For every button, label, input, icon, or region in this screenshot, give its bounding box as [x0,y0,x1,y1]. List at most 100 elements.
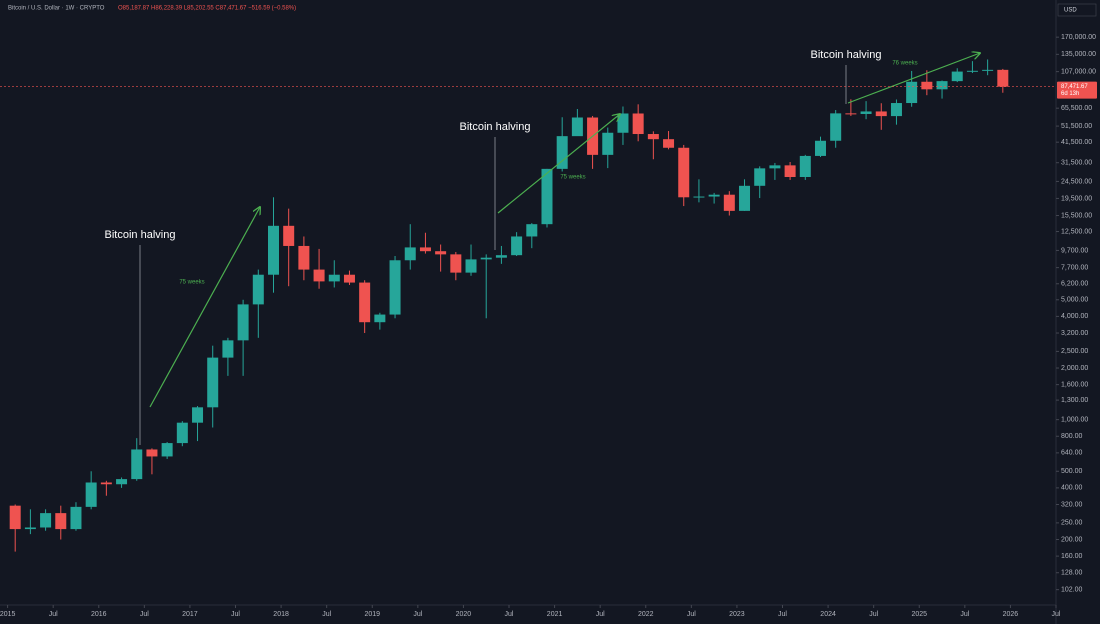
y-tick-label: 170,000.00 [1061,34,1096,41]
currency-box[interactable] [1057,3,1097,17]
candle-body [845,113,857,115]
candle-body [313,269,325,282]
candle-body [921,81,933,90]
candle-body [419,247,431,252]
candle-body [799,155,811,178]
candle-body [511,236,523,256]
x-tick-label: Jul [505,611,514,618]
candle-body [55,513,67,530]
y-tick-label: 51,500.00 [1061,123,1092,130]
y-tick-label: 400.00 [1061,485,1083,492]
candle-body [951,71,963,82]
annotation: 75 weeks [179,280,204,286]
y-tick-label: 128.00 [1061,570,1083,577]
y-tick-label: 107,000.00 [1061,68,1096,75]
candle-body [146,449,158,457]
candle-body [754,168,766,186]
candle-body [343,274,355,283]
candle-body [571,117,583,137]
candle-body [556,136,568,169]
candle-body [708,194,720,197]
candle-body [814,140,826,156]
candle-body [85,482,97,507]
candle-body [283,225,295,246]
candle-body [252,274,264,305]
candle-body [890,103,902,117]
y-tick-label: 135,000.00 [1061,51,1096,58]
y-tick-label: 1,300.00 [1061,397,1088,404]
x-tick-label: Jul [140,611,149,618]
candle-body [647,134,659,140]
x-tick-label: Jul [413,611,422,618]
candle-body [40,513,52,528]
y-tick-label: 4,000.00 [1061,313,1088,320]
candle-body [693,196,705,198]
candle-body [966,70,978,72]
annotation: Bitcoin halving [460,121,531,133]
candle-body [374,314,386,323]
ohlc: O85,187.87 H86,228.39 L85,202.55 C87,471… [118,6,296,12]
candle-body [678,147,690,198]
x-tick-label: 2017 [182,611,198,618]
x-tick-label: Jul [596,611,605,618]
last-price-box [1057,81,1097,99]
x-tick-label: 2018 [273,611,289,618]
annotation: 75 weeks [560,175,585,181]
candle-body [267,225,279,275]
x-tick-label: Jul [687,611,696,618]
x-tick-label: 2024 [820,611,836,618]
y-tick-label: 6,200.00 [1061,281,1088,288]
candle-body [723,194,735,211]
candle-body [359,282,371,323]
x-tick-label: Jul [231,611,240,618]
y-tick-label: 12,500.00 [1061,228,1092,235]
currency: USD [1064,8,1077,14]
countdown: 6d 13h [1061,91,1079,97]
candle-body [602,132,614,155]
arrow [497,114,620,214]
x-tick-label: Jul [960,611,969,618]
candle-body [465,259,477,273]
y-tick-label: 5,000.00 [1061,297,1088,304]
x-tick-label: Jul [778,611,787,618]
y-tick-label: 250.00 [1061,520,1083,527]
x-tick-label: 2020 [456,611,472,618]
y-tick-label: 160.00 [1061,553,1083,560]
last-price-label: 87,471.67 [1061,84,1088,90]
x-tick-label: Jul [49,611,58,618]
y-tick-label: 41,500.00 [1061,139,1092,146]
x-tick-label: Jul [1052,611,1061,618]
y-tick-label: 800.00 [1061,433,1083,440]
candle-body [830,113,842,141]
candle-body [663,139,675,148]
y-tick-label: 640.00 [1061,450,1083,457]
candle-body [298,245,310,270]
y-tick-label: 24,500.00 [1061,178,1092,185]
candle-body [495,255,507,258]
candle-body [632,113,644,135]
y-tick-label: 3,200.00 [1061,330,1088,337]
x-tick-label: 2019 [364,611,380,618]
candle-body [131,449,143,480]
arrow [149,207,260,408]
candle-body [936,81,948,90]
annotation: Bitcoin halving [105,229,176,241]
candle-body [9,505,21,530]
annotation: Bitcoin halving [811,49,882,61]
x-tick-label: 2023 [729,611,745,618]
candle-body [875,111,887,117]
y-tick-label: 102.00 [1061,586,1083,593]
candle-body [207,357,219,408]
label-bg [100,227,180,243]
y-tick-label: 2,000.00 [1061,365,1088,372]
candle-body [100,482,112,485]
annotation: 76 weeks [892,61,917,67]
y-tick-label: 1,000.00 [1061,416,1088,423]
x-tick-label: 2022 [638,611,654,618]
candle-body [784,165,796,178]
y-tick-label: 7,700.00 [1061,264,1088,271]
y-tick-label: 15,500.00 [1061,212,1092,219]
candle-body [739,185,751,211]
